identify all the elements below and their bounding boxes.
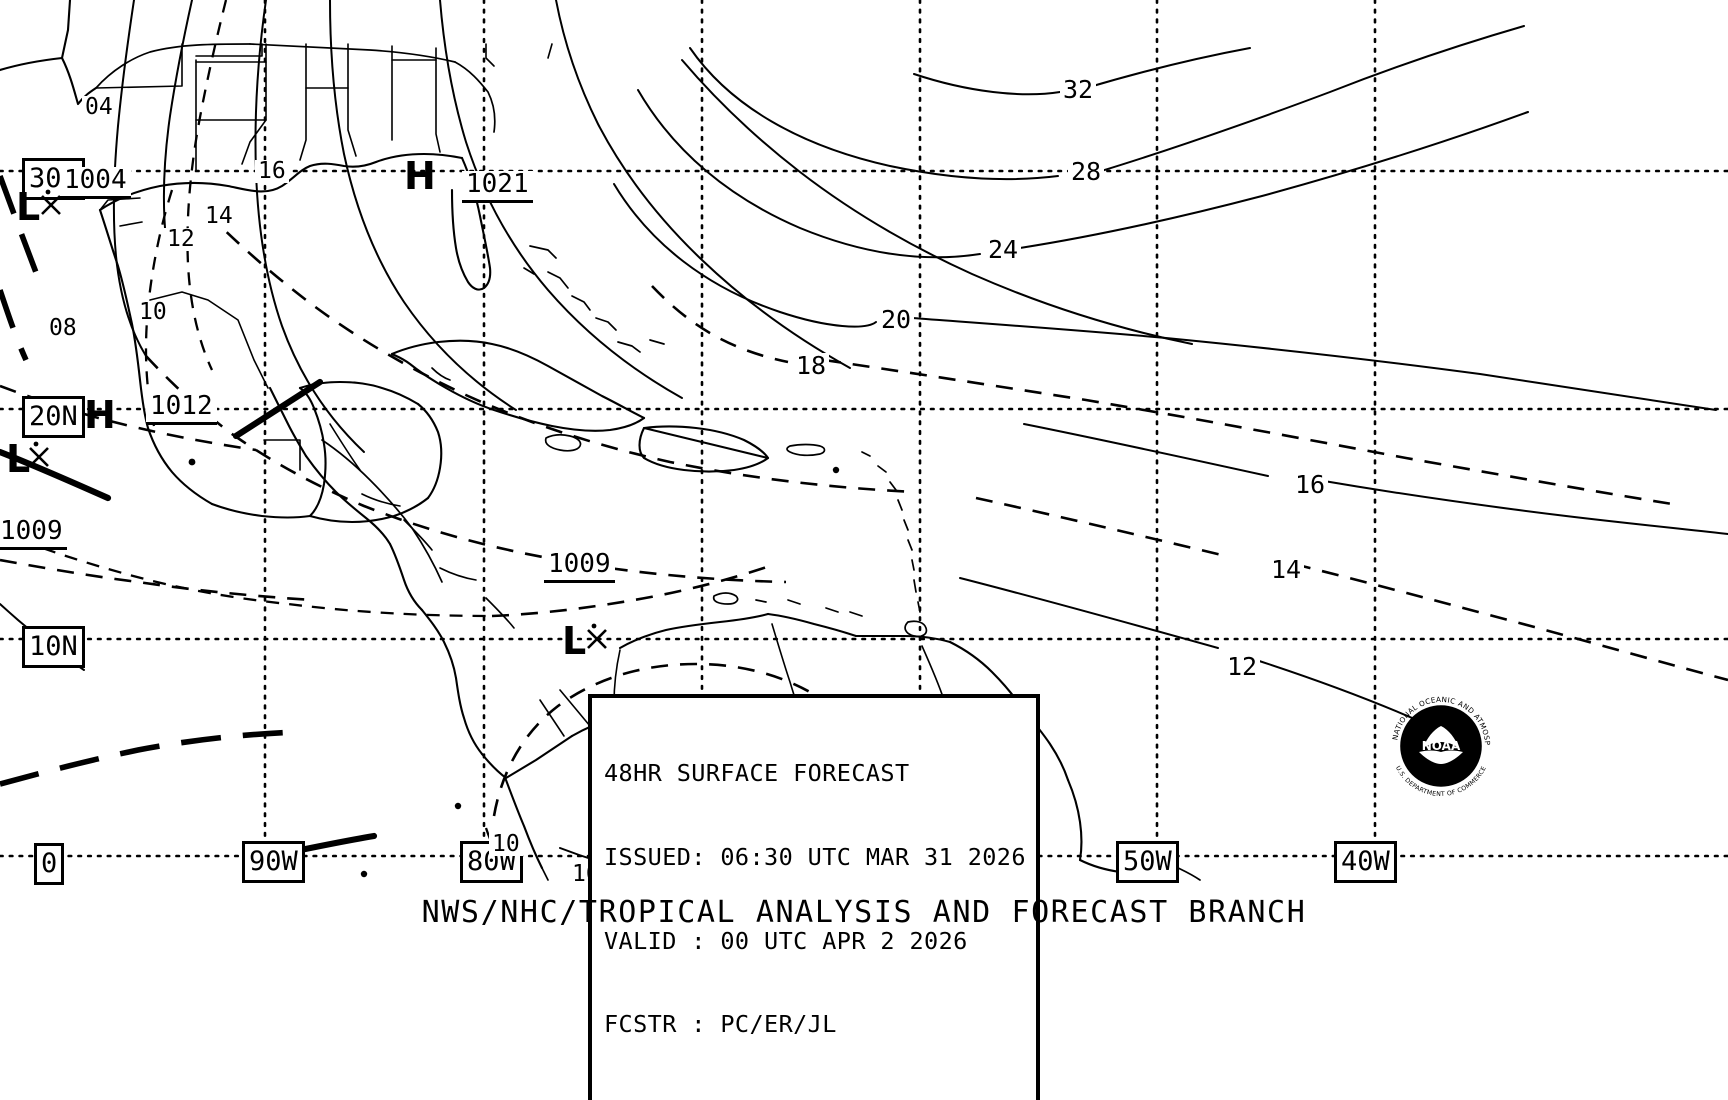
sst-label-12: 12 xyxy=(1224,654,1261,679)
pressure-value-1004: 1004 xyxy=(60,166,131,200)
sst-label-16: 16 xyxy=(1292,472,1329,497)
high-pressure-symbol-1012: H xyxy=(84,393,116,437)
pressure-value-1009-west: 1009 xyxy=(0,517,67,551)
sst-label-20: 20 xyxy=(878,307,915,332)
isobar-label-12: 12 xyxy=(164,228,198,251)
graticule-label-90w: 90W xyxy=(242,841,305,883)
legend-forecaster: FCSTR : PC/ER/JL xyxy=(604,1010,837,1039)
noaa-logo: NATIONAL OCEANIC AND ATMOSPHERIC U.S. DE… xyxy=(1385,690,1492,798)
legend-title: 48HR SURFACE FORECAST xyxy=(604,758,910,787)
low-pressure-symbol-1009-west: L xyxy=(6,437,31,481)
graticule-label-10n: 10N xyxy=(22,626,85,668)
state-borders xyxy=(95,43,553,389)
low-pressure-symbol-1004: L xyxy=(16,185,41,229)
high-pressure-symbol-1021: H xyxy=(404,154,436,198)
isobar-label-10-south-a: 10 xyxy=(489,833,523,856)
isobar-label-16: 16 xyxy=(255,160,289,183)
caribbean-islands xyxy=(390,245,928,638)
isobar-label-14: 14 xyxy=(202,205,236,228)
isobar-label-04: 04 xyxy=(82,96,116,119)
low-center-cross-icon-1009-south xyxy=(587,623,607,649)
isobars xyxy=(0,0,1193,877)
legend-issued: ISSUED: 06:30 UTC MAR 31 2026 xyxy=(604,842,1026,871)
graticule-label-20n: 20N xyxy=(22,396,85,438)
low-center-cross-icon-1004 xyxy=(41,189,61,215)
isobar-label-10-gulf: 10 xyxy=(136,301,170,324)
graticule-label-50w: 50W xyxy=(1116,841,1179,883)
footer-agency-title: NWS/NHC/TROPICAL ANALYSIS AND FORECAST B… xyxy=(421,895,1307,930)
forecast-legend-box: 48HR SURFACE FORECAST ISSUED: 06:30 UTC … xyxy=(588,694,1040,1100)
sst-contours xyxy=(613,25,1728,725)
noaa-center-text: NOAA xyxy=(1422,739,1461,753)
pressure-value-1009-south: 1009 xyxy=(544,550,615,584)
isobar-label-08: 08 xyxy=(46,317,80,340)
pressure-value-1012: 1012 xyxy=(146,392,217,426)
legend-valid: VALID : 00 UTC APR 2 2026 xyxy=(604,926,968,955)
graticule-label-40w: 40W xyxy=(1334,841,1397,883)
low-center-cross-icon-1009-west xyxy=(29,441,49,467)
sst-label-18: 18 xyxy=(793,353,830,378)
low-pressure-symbol-1009-south: L xyxy=(562,619,587,663)
pressure-value-1021: 1021 xyxy=(462,170,533,204)
sst-label-28: 28 xyxy=(1068,159,1105,184)
sst-label-32: 32 xyxy=(1060,77,1097,102)
graticule-label-equator: 0 xyxy=(34,843,65,885)
coastline-north-america xyxy=(0,0,772,780)
sst-label-14: 14 xyxy=(1268,557,1305,582)
sst-label-24: 24 xyxy=(985,237,1022,262)
